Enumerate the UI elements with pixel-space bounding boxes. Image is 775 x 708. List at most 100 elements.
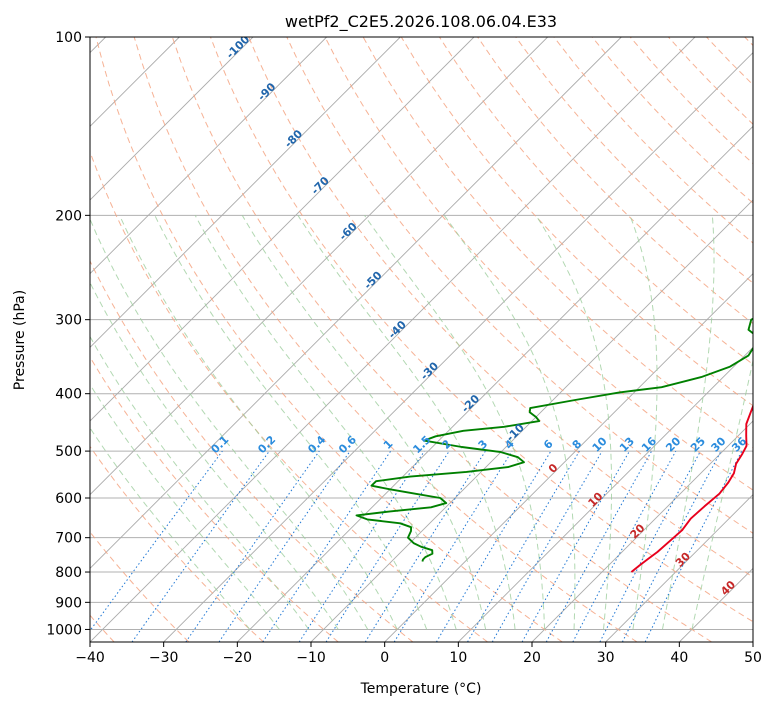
moist-adiabat-line [297, 215, 516, 630]
dry-adiabat-lines [90, 37, 753, 642]
moist-adiabat-line [90, 335, 310, 630]
mixing-ratio-label: 8 [570, 437, 585, 452]
moist-adiabat-line [629, 215, 658, 630]
plot-area: -100-90-80-70-60-50-40-30-20-10010203040… [90, 37, 753, 642]
isotherm-line [90, 37, 548, 496]
x-tick-label: 0 [380, 650, 389, 666]
isotherm-label: -60 [337, 220, 360, 243]
isotherm-line [310, 199, 753, 642]
isotherm-label: -30 [418, 359, 441, 382]
temperature-profile [630, 403, 753, 573]
mixing-ratio-line [262, 450, 392, 642]
mixing-ratio-line [325, 450, 450, 642]
moist-adiabat-line [90, 427, 251, 630]
isotherm-line [163, 52, 753, 642]
moist-adiabat-line [90, 281, 339, 630]
mixing-ratio-label: 25 [688, 435, 708, 455]
isotherm-label-warm: 30 [673, 549, 693, 569]
mixing-ratio-line [521, 450, 630, 642]
moist-adiabat-line [90, 217, 369, 630]
x-tick-label: 30 [597, 650, 615, 666]
mixing-ratio-label: 0.4 [305, 433, 328, 456]
mixing-ratio-line [131, 450, 270, 642]
y-tick-label: 1000 [46, 622, 82, 638]
guide-line-labels: -100-90-80-70-60-50-40-30-20-10010203040… [208, 37, 749, 598]
isotherm-line [237, 125, 753, 642]
mixing-ratio-label: 2 [439, 437, 454, 452]
y-tick-label: 500 [55, 444, 82, 460]
mixing-ratio-label: 0.1 [208, 433, 231, 456]
profile-series [355, 317, 753, 573]
y-tick-label: 200 [55, 208, 82, 224]
isotherm-label: -20 [459, 392, 482, 415]
x-tick-label: 50 [744, 650, 762, 666]
mixing-ratio-line [90, 450, 223, 632]
mixing-ratio-label: 1.5 [410, 433, 433, 456]
dry-adiabat-line [90, 150, 488, 642]
y-tick-label: 600 [55, 491, 82, 507]
x-axis-label: Temperature (°C) [360, 681, 482, 697]
y-tick-label: 900 [55, 595, 82, 611]
isotherm-line [90, 37, 622, 569]
mixing-ratio-line [185, 450, 320, 642]
x-tick-label: −10 [296, 650, 326, 666]
dry-adiabat-line [95, 37, 563, 642]
moist-adiabat-line [154, 215, 428, 630]
moist-adiabat-line [241, 215, 487, 630]
mixing-ratio-label: 6 [541, 437, 556, 452]
isotherm-line [90, 37, 696, 642]
isotherm-label: -80 [282, 127, 305, 150]
y-axis-label: Pressure (hPa) [12, 290, 28, 390]
isotherm-line [752, 641, 753, 642]
moist-adiabat-line [194, 215, 457, 630]
dry-adiabat-line [90, 259, 414, 642]
dry-adiabat-line [210, 37, 753, 623]
dewpoint-profile [355, 317, 753, 562]
dry-adiabat-line [744, 37, 753, 47]
dry-adiabat-line [90, 445, 264, 642]
isotherm-line [90, 37, 401, 348]
x-tick-label: 10 [449, 650, 467, 666]
isotherm-label-warm: 40 [718, 578, 738, 598]
x-tick-label: 40 [670, 650, 688, 666]
moist-adiabat-line [443, 215, 576, 630]
dry-adiabat-line [90, 531, 190, 642]
isotherm-label-warm: 20 [628, 521, 648, 541]
moist-adiabat-lines [90, 215, 753, 630]
chart-title: wetPf2_C2E5.2026.108.06.04.E33 [285, 12, 557, 32]
dry-adiabat-line [171, 37, 712, 642]
mixing-ratio-line [298, 450, 425, 642]
moist-adiabat-line [90, 383, 280, 630]
y-axis-ticks: 100 200 300 400 500 600 700 800 900 1000 [46, 30, 90, 638]
x-tick-label: −20 [223, 650, 253, 666]
mixing-ratio-label: 13 [617, 435, 637, 455]
plot-frame [89, 36, 754, 643]
isotherm-label-warm: 10 [586, 490, 606, 510]
moist-adiabat-line [364, 215, 546, 630]
mixing-ratio-label: 0.6 [336, 433, 359, 456]
isotherm-line [458, 346, 753, 642]
dry-adiabat-line [248, 37, 753, 578]
isotherm-line [90, 37, 254, 201]
mixing-ratio-lines [90, 450, 743, 642]
isotherm-line [531, 420, 753, 642]
isotherm-line [90, 37, 475, 422]
mixing-ratio-line [545, 450, 653, 642]
pressure-gridlines [90, 37, 753, 630]
moist-adiabat-line [691, 358, 753, 630]
isotherm-label: -50 [361, 269, 384, 292]
mixing-ratio-line [435, 450, 552, 642]
dry-adiabat-line [706, 37, 753, 86]
x-tick-label: −40 [75, 650, 105, 666]
mixing-ratio-label: 0.2 [255, 433, 278, 456]
y-tick-label: 700 [55, 531, 82, 547]
moist-adiabat-line [119, 215, 398, 630]
y-tick-label: 400 [55, 387, 82, 403]
mixing-ratio-line [218, 450, 351, 642]
x-tick-label: −30 [149, 650, 179, 666]
isotherm-line [90, 37, 327, 275]
isotherm-label: -90 [255, 80, 278, 103]
dry-adiabat-line [324, 37, 753, 491]
dry-adiabat-line [286, 37, 753, 534]
